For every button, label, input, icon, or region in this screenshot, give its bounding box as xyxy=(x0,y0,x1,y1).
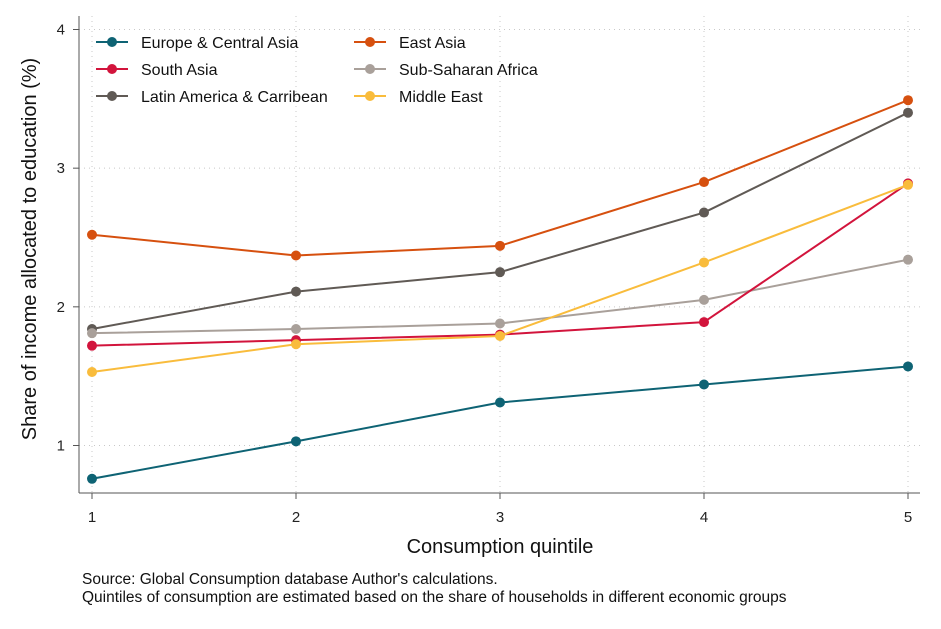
source-line: Source: Global Consumption database Auth… xyxy=(82,571,498,588)
data-point-south-asia xyxy=(87,340,97,351)
legend-label: Sub-Saharan Africa xyxy=(399,62,538,79)
series-east-asia xyxy=(87,95,913,261)
data-point-middle-east xyxy=(495,330,505,341)
legend-item-east-asia: East Asia xyxy=(354,35,466,52)
legend-item-south-asia: South Asia xyxy=(96,62,218,79)
data-point-middle-east xyxy=(699,257,709,268)
legend-item-latin-america-carribean: Latin America & Carribean xyxy=(96,89,328,106)
legend-swatch-marker xyxy=(365,64,375,74)
data-point-europe-central-asia xyxy=(699,379,709,390)
data-point-east-asia xyxy=(699,177,709,188)
legend-swatch-marker xyxy=(365,91,375,101)
x-tick-labels: 1 2 3 4 5 xyxy=(88,509,912,526)
legend-swatch-marker xyxy=(107,37,117,47)
legend: Europe & Central Asia Latin America & Car… xyxy=(96,35,538,106)
data-point-latin-america-carribean xyxy=(699,207,709,218)
data-point-europe-central-asia xyxy=(495,397,505,408)
y-axis-title: Share of income allocated to education (… xyxy=(19,58,41,440)
legend-label: Latin America & Carribean xyxy=(141,89,328,106)
series-europe-central-asia xyxy=(87,361,913,484)
data-point-east-asia xyxy=(291,250,301,261)
legend-label: Europe & Central Asia xyxy=(141,35,299,52)
data-point-east-asia xyxy=(903,95,913,106)
x-tick-label: 2 xyxy=(292,509,300,526)
legend-swatch-marker xyxy=(107,91,117,101)
data-point-latin-america-carribean xyxy=(903,107,913,118)
quintile-note: Quintiles of consumption are estimated b… xyxy=(82,589,787,606)
source-note: Source: Global Consumption database Auth… xyxy=(82,571,787,607)
x-tick-label: 3 xyxy=(496,509,504,526)
data-point-south-asia xyxy=(699,317,709,328)
y-tick-label: 1 xyxy=(57,438,65,455)
x-tick-label: 4 xyxy=(700,509,708,526)
legend-item-sub-saharan-africa: Sub-Saharan Africa xyxy=(354,62,538,79)
series-middle-east xyxy=(87,179,913,378)
data-point-europe-central-asia xyxy=(87,473,97,484)
x-axis-title: Consumption quintile xyxy=(407,536,594,558)
legend-swatch-marker xyxy=(107,64,117,74)
data-point-east-asia xyxy=(87,229,97,240)
y-tick-label: 2 xyxy=(57,299,65,316)
gridlines xyxy=(79,16,920,493)
data-point-latin-america-carribean xyxy=(291,286,301,297)
series-lines xyxy=(87,95,913,484)
data-point-middle-east xyxy=(903,179,913,190)
data-point-latin-america-carribean xyxy=(495,267,505,278)
y-tick-label: 3 xyxy=(57,160,65,177)
data-point-east-asia xyxy=(495,240,505,251)
data-point-europe-central-asia xyxy=(291,436,301,447)
y-tick-label: 4 xyxy=(57,22,65,39)
legend-label: South Asia xyxy=(141,62,218,79)
x-tick-label: 5 xyxy=(904,509,912,526)
legend-item-europe-central-asia: Europe & Central Asia xyxy=(96,35,299,52)
legend-label: East Asia xyxy=(399,35,466,52)
legend-label: Middle East xyxy=(399,89,483,106)
legend-swatch-marker xyxy=(365,37,375,47)
data-point-sub-saharan-africa xyxy=(291,324,301,335)
y-tick-labels: 1 2 3 4 xyxy=(57,22,65,455)
data-point-sub-saharan-africa xyxy=(495,318,505,329)
data-point-middle-east xyxy=(87,367,97,378)
axes xyxy=(73,16,920,499)
data-point-europe-central-asia xyxy=(903,361,913,372)
legend-item-middle-east: Middle East xyxy=(354,89,483,106)
series-sub-saharan-africa xyxy=(87,254,913,339)
data-point-sub-saharan-africa xyxy=(699,294,709,305)
data-point-sub-saharan-africa xyxy=(903,254,913,265)
series-line-middle-east xyxy=(91,183,909,373)
data-point-sub-saharan-africa xyxy=(87,328,97,339)
x-tick-label: 1 xyxy=(88,509,96,526)
data-point-middle-east xyxy=(291,339,301,350)
